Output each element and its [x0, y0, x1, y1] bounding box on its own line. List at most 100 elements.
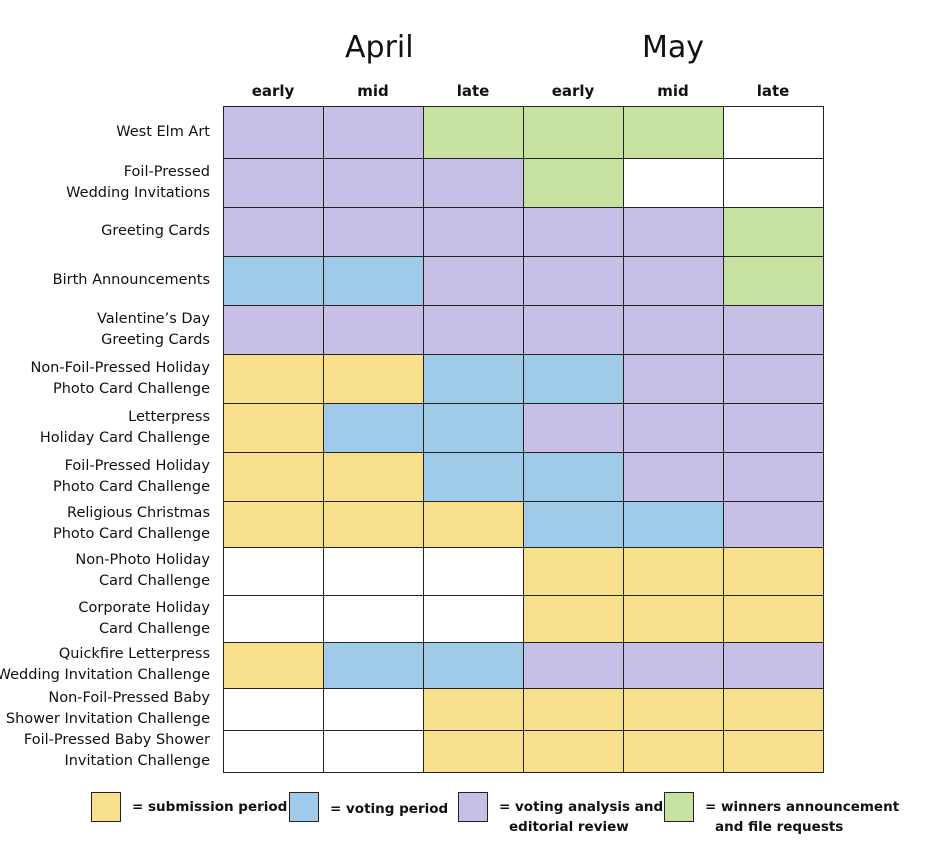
legend-swatch: [91, 792, 121, 822]
row-label-line: Greeting Cards: [101, 331, 210, 348]
schedule-cell: [323, 730, 424, 773]
schedule-cell: [523, 688, 624, 731]
period-header-3: early: [551, 82, 595, 100]
schedule-cell: [623, 642, 724, 689]
row-label-line: West Elm Art: [116, 123, 210, 140]
row-label: Quickfire Letterpress Wedding Invitation …: [0, 642, 210, 688]
schedule-cell: [523, 106, 624, 159]
schedule-cell: [723, 354, 824, 404]
schedule-cell: [223, 688, 324, 731]
schedule-cell: [423, 730, 524, 773]
schedule-cell: [523, 207, 624, 257]
row-label-line: Holiday Card Challenge: [39, 429, 210, 446]
schedule-cell: [423, 354, 524, 404]
schedule-cell: [723, 403, 824, 453]
schedule-cell: [623, 403, 724, 453]
period-header-5: late: [756, 82, 790, 100]
schedule-cell: [423, 452, 524, 502]
schedule-cell: [623, 595, 724, 643]
row-label-line: Card Challenge: [98, 573, 210, 589]
period-header-4: mid: [657, 82, 689, 100]
schedule-cell: [423, 642, 524, 689]
row-label-line: Corporate Holiday: [78, 599, 210, 616]
schedule-cell: [523, 595, 624, 643]
schedule-cell: [423, 688, 524, 731]
schedule-cell: [323, 547, 424, 596]
schedule-cell: [523, 547, 624, 596]
schedule-cell: [423, 256, 524, 306]
schedule-cell: [223, 207, 324, 257]
schedule-cell: [723, 256, 824, 306]
row-label-line: Non-Foil-Pressed Holiday: [30, 359, 210, 376]
legend-label: = voting analysis and editorial review: [499, 797, 663, 837]
row-label-line: Greeting Cards: [101, 223, 210, 239]
schedule-cell: [623, 452, 724, 502]
month-may: May: [642, 30, 705, 65]
schedule-cell: [523, 452, 624, 502]
row-label-line: Photo Card Challenge: [53, 478, 210, 495]
schedule-cell: [423, 547, 524, 596]
schedule-cell: [723, 501, 824, 548]
schedule-cell: [523, 730, 624, 773]
row-label-line: Invitation Challenge: [64, 753, 210, 769]
row-label: West Elm Art: [0, 106, 210, 158]
row-label: Greeting Cards: [0, 207, 210, 256]
legend-label-line: = winners announcement: [705, 799, 900, 815]
schedule-cell: [523, 158, 624, 208]
schedule-cell: [723, 452, 824, 502]
schedule-cell: [623, 106, 724, 159]
schedule-cell: [323, 305, 424, 355]
schedule-cell: [223, 730, 324, 773]
row-label-line: Non-Photo Holiday: [75, 552, 210, 568]
schedule-cell: [223, 403, 324, 453]
schedule-cell: [223, 642, 324, 689]
schedule-cell: [323, 642, 424, 689]
legend-label: = winners announcement and file requests: [705, 797, 899, 837]
row-label: Corporate Holiday Card Challenge: [0, 595, 210, 642]
schedule-cell: [623, 354, 724, 404]
row-label: Letterpress Holiday Card Challenge: [0, 403, 210, 452]
schedule-cell: [723, 207, 824, 257]
schedule-cell: [723, 106, 824, 159]
schedule-cell: [723, 730, 824, 773]
legend-label-line: editorial review: [509, 819, 629, 835]
row-label-line: Wedding Invitations: [66, 184, 210, 201]
schedule-cell: [223, 595, 324, 643]
schedule-cell: [323, 452, 424, 502]
period-header-0: early: [251, 82, 295, 100]
schedule-cell: [723, 595, 824, 643]
schedule-cell: [323, 106, 424, 159]
period-header-2: late: [456, 82, 490, 100]
schedule-cell: [623, 547, 724, 596]
row-label: Religious Christmas Photo Card Challenge: [0, 501, 210, 547]
row-label: Foil-Pressed Holiday Photo Card Challenge: [0, 452, 210, 501]
schedule-cell: [323, 595, 424, 643]
schedule-cell: [623, 256, 724, 306]
schedule-cell: [223, 354, 324, 404]
schedule-cell: [623, 501, 724, 548]
schedule-cell: [423, 158, 524, 208]
legend-swatch: [664, 792, 694, 822]
row-label-line: Foil-Pressed Baby Shower: [23, 732, 210, 748]
schedule-cell: [323, 403, 424, 453]
row-label-line: Birth Announcements: [52, 272, 210, 288]
schedule-cell: [323, 207, 424, 257]
schedule-cell: [523, 501, 624, 548]
month-april: April: [345, 30, 414, 65]
schedule-cell: [323, 158, 424, 208]
legend-swatch: [289, 792, 319, 822]
row-label-line: Non-Foil-Pressed Baby: [48, 690, 210, 706]
legend-label-line: = voting analysis and: [499, 799, 664, 815]
schedule-cell: [623, 158, 724, 208]
schedule-cell: [723, 158, 824, 208]
row-label: Non-Foil-Pressed Baby Shower Invitation C…: [0, 688, 210, 730]
row-label-line: Card Challenge: [98, 620, 210, 637]
row-label: Foil-Pressed Wedding Invitations: [0, 158, 210, 207]
row-label-line: Photo Card Challenge: [53, 526, 210, 542]
schedule-cell: [623, 207, 724, 257]
schedule-cell: [423, 403, 524, 453]
schedule-cell: [323, 501, 424, 548]
row-label-line: Foil-Pressed: [123, 163, 210, 180]
row-label-line: Valentine’s Day: [96, 310, 210, 327]
schedule-cell: [623, 688, 724, 731]
